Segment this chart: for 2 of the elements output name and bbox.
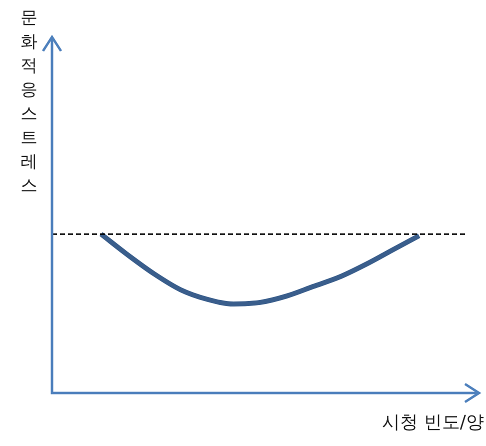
y-axis-title: 문화적응 스트레스 [20, 7, 38, 198]
x-axis-title: 시청 빈도/양 [382, 411, 484, 434]
